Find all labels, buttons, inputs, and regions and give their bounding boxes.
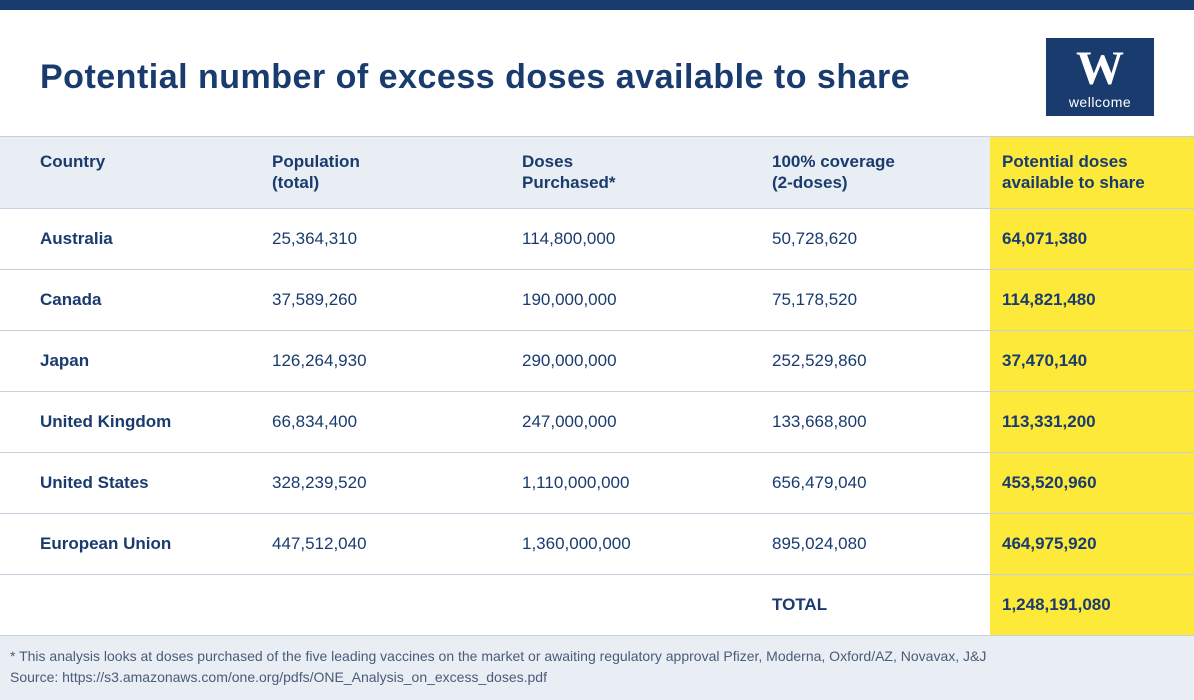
table-row: Australia25,364,310114,800,00050,728,620… <box>0 209 1194 270</box>
cell-coverage: 252,529,860 <box>760 331 990 392</box>
table-row: European Union447,512,0401,360,000,00089… <box>0 514 1194 575</box>
wellcome-logo: W wellcome <box>1046 38 1154 116</box>
cell-country: United States <box>0 453 260 514</box>
cell-coverage: 895,024,080 <box>760 514 990 575</box>
header: Potential number of excess doses availab… <box>0 10 1194 136</box>
source-text: Source: https://s3.amazonaws.com/one.org… <box>10 667 1154 688</box>
table-body: Australia25,364,310114,800,00050,728,620… <box>0 209 1194 635</box>
cell-purchased: 190,000,000 <box>510 270 760 331</box>
table-header-row: Country Population(total) DosesPurchased… <box>0 136 1194 209</box>
cell-coverage: 656,479,040 <box>760 453 990 514</box>
cell-share: 113,331,200 <box>990 392 1194 453</box>
cell-population: 447,512,040 <box>260 514 510 575</box>
cell-empty <box>0 575 260 635</box>
cell-population: 126,264,930 <box>260 331 510 392</box>
table-row: Canada37,589,260190,000,00075,178,520114… <box>0 270 1194 331</box>
cell-country: United Kingdom <box>0 392 260 453</box>
cell-purchased: 1,360,000,000 <box>510 514 760 575</box>
cell-country: Japan <box>0 331 260 392</box>
cell-coverage: 50,728,620 <box>760 209 990 270</box>
cell-population: 25,364,310 <box>260 209 510 270</box>
cell-purchased: 1,110,000,000 <box>510 453 760 514</box>
cell-empty <box>260 575 510 635</box>
col-country: Country <box>0 136 260 209</box>
total-share: 1,248,191,080 <box>990 575 1194 635</box>
cell-share: 464,975,920 <box>990 514 1194 575</box>
cell-purchased: 114,800,000 <box>510 209 760 270</box>
cell-coverage: 75,178,520 <box>760 270 990 331</box>
col-coverage: 100% coverage(2-doses) <box>760 136 990 209</box>
table-row: Japan126,264,930290,000,000252,529,86037… <box>0 331 1194 392</box>
cell-coverage: 133,668,800 <box>760 392 990 453</box>
cell-empty <box>510 575 760 635</box>
cell-share: 114,821,480 <box>990 270 1194 331</box>
col-purchased: DosesPurchased* <box>510 136 760 209</box>
col-population: Population(total) <box>260 136 510 209</box>
cell-population: 37,589,260 <box>260 270 510 331</box>
logo-word: wellcome <box>1069 95 1131 109</box>
cell-share: 37,470,140 <box>990 331 1194 392</box>
cell-country: Australia <box>0 209 260 270</box>
cell-country: European Union <box>0 514 260 575</box>
col-share: Potential dosesavailable to share <box>990 136 1194 209</box>
logo-letter: W <box>1076 45 1124 93</box>
cell-purchased: 290,000,000 <box>510 331 760 392</box>
total-label: TOTAL <box>760 575 990 635</box>
doses-table: Country Population(total) DosesPurchased… <box>0 136 1194 635</box>
page-title: Potential number of excess doses availab… <box>40 58 910 97</box>
cell-population: 66,834,400 <box>260 392 510 453</box>
cell-share: 64,071,380 <box>990 209 1194 270</box>
cell-country: Canada <box>0 270 260 331</box>
table-row: United States328,239,5201,110,000,000656… <box>0 453 1194 514</box>
table-row: United Kingdom66,834,400247,000,000133,6… <box>0 392 1194 453</box>
table-total-row: TOTAL1,248,191,080 <box>0 575 1194 635</box>
footnote-text: * This analysis looks at doses purchased… <box>10 646 1154 667</box>
cell-purchased: 247,000,000 <box>510 392 760 453</box>
cell-share: 453,520,960 <box>990 453 1194 514</box>
cell-population: 328,239,520 <box>260 453 510 514</box>
